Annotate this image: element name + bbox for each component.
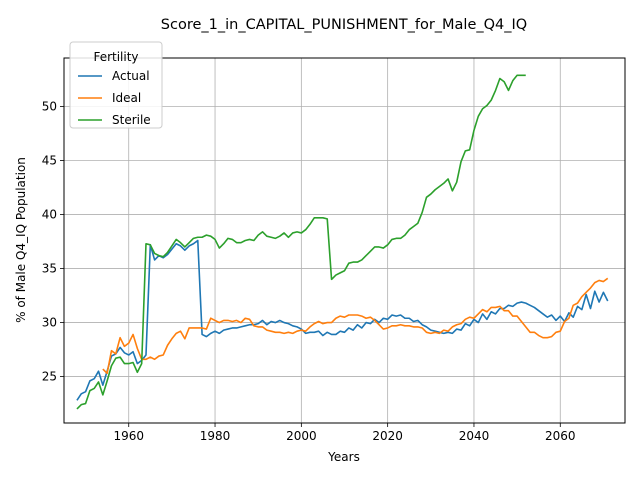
x-tick-label: 1980 bbox=[200, 429, 231, 443]
x-axis: 1960 1980 2000 2020 2040 2060 bbox=[113, 423, 576, 443]
legend-label-sterile: Sterile bbox=[112, 113, 151, 127]
y-tick-label: 40 bbox=[42, 208, 57, 222]
y-tick-label: 50 bbox=[42, 100, 57, 114]
legend-label-ideal: Ideal bbox=[112, 91, 141, 105]
legend-title: Fertility bbox=[93, 50, 138, 64]
series-layer bbox=[76, 74, 609, 410]
chart-title: Score_1_in_CAPITAL_PUNISHMENT_for_Male_Q… bbox=[161, 17, 527, 33]
series-line-ideal bbox=[102, 277, 609, 375]
legend-box bbox=[69, 41, 163, 129]
y-tick-label: 45 bbox=[42, 154, 57, 168]
x-tick-label: 1960 bbox=[113, 429, 144, 443]
legend-label-actual: Actual bbox=[112, 69, 150, 83]
series-line-sterile bbox=[76, 74, 526, 410]
y-tick-label: 25 bbox=[42, 370, 57, 384]
y-axis: 25 30 35 40 45 50 bbox=[42, 100, 64, 384]
legend: Fertility Actual Ideal Sterile bbox=[69, 41, 163, 129]
plot-frame bbox=[63, 57, 626, 424]
y-tick-label: 35 bbox=[42, 262, 57, 276]
series-line-actual bbox=[76, 239, 609, 401]
x-tick-label: 2000 bbox=[286, 429, 317, 443]
x-tick-label: 2040 bbox=[459, 429, 490, 443]
y-tick-label: 30 bbox=[42, 316, 57, 330]
x-tick-label: 2020 bbox=[372, 429, 403, 443]
x-axis-label: Years bbox=[327, 450, 360, 464]
y-axis-label: % of Male Q4_IQ Population bbox=[14, 157, 28, 323]
x-tick-label: 2060 bbox=[545, 429, 576, 443]
